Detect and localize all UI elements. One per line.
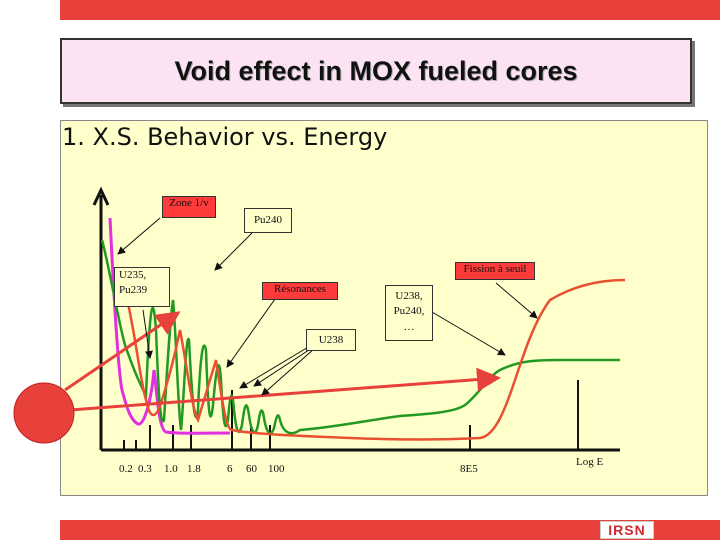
label-u235: U235, xyxy=(119,269,147,281)
red-arrow-right xyxy=(69,367,501,412)
annotation-arrows xyxy=(117,217,538,396)
y-axis-arrow xyxy=(92,186,110,206)
label-u235-pu239: U235, Pu239 xyxy=(114,267,170,307)
slide-subtitle: 1. X.S. Behavior vs. Energy xyxy=(62,123,388,151)
red-dot-marker xyxy=(13,382,75,444)
tick-label-0-2: 0.2 xyxy=(119,463,133,475)
tick-label-log-e: Log E xyxy=(576,456,604,468)
label-resonances: Résonances xyxy=(262,282,338,300)
label-pu240: Pu240 xyxy=(244,208,292,233)
irsn-logo: IRSN xyxy=(600,521,654,539)
label-u238-pu240: U238, Pu240, … xyxy=(385,285,433,341)
label-u238-b: U238, xyxy=(395,290,423,302)
bottom-accent-bar xyxy=(60,520,720,540)
top-accent-bar xyxy=(60,0,720,20)
magenta-cross-section-curve xyxy=(108,217,231,435)
label-pu240-b: Pu240, xyxy=(393,305,425,318)
label-u238: U238 xyxy=(306,329,356,351)
red-arrow-up xyxy=(64,311,181,392)
tick-label-1-8: 1.8 xyxy=(187,463,201,475)
label-pu239: Pu239 xyxy=(119,284,148,297)
label-ellipsis: … xyxy=(403,320,415,333)
tick-label-6: 6 xyxy=(227,463,233,475)
tick-label-100: 100 xyxy=(268,463,285,475)
tick-label-60: 60 xyxy=(246,463,257,475)
label-zone: Zone 1/v xyxy=(162,196,216,218)
title-box: Void effect in MOX fueled cores xyxy=(60,38,692,104)
tick-label-0-3: 0.3 xyxy=(138,463,152,475)
tick-label-1-0: 1.0 xyxy=(164,463,178,475)
label-fission: Fission à seuil xyxy=(455,262,535,280)
tick-label-8e5: 8E5 xyxy=(460,463,478,475)
slide-title: Void effect in MOX fueled cores xyxy=(174,56,578,86)
